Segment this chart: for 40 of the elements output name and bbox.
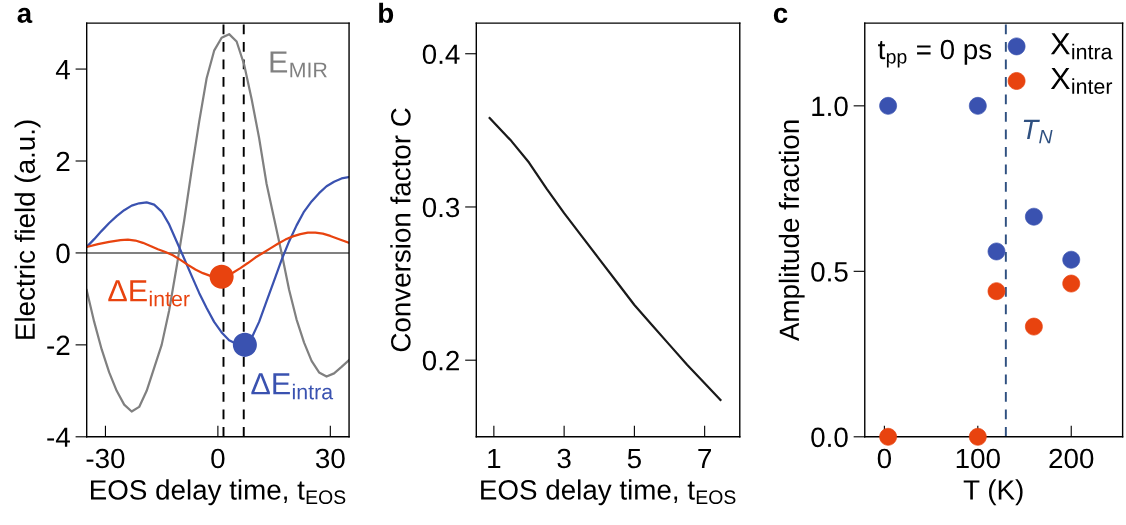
x-tick-label: 0 bbox=[211, 448, 225, 469]
series-label: ΔE$_{intra}$ bbox=[251, 373, 334, 400]
x-axis-title: T (K) bbox=[963, 479, 1023, 506]
x-tick-label: 5 bbox=[627, 448, 641, 469]
chart-title: a bbox=[17, 7, 33, 24]
series-label: ΔE$_{inter}$ bbox=[108, 280, 190, 307]
y-axis-title: Electric field (a.u.) bbox=[14, 120, 41, 339]
y-tick-label: 0.0 bbox=[811, 427, 848, 448]
y-tick-label: 0.3 bbox=[422, 197, 460, 218]
y-tick-label: -4 bbox=[47, 427, 70, 447]
line-series bbox=[86, 33, 350, 413]
point bbox=[987, 242, 1006, 261]
y-tick-label: 4 bbox=[55, 60, 70, 80]
chart-title: c bbox=[773, 7, 788, 24]
y-tick-label: 0.5 bbox=[811, 261, 848, 282]
x-tick-label: -30 bbox=[86, 448, 125, 469]
x-axis-title: EOS delay time, t$_{EOS}$ bbox=[481, 479, 736, 506]
y-axis-title: Amplitude fraction bbox=[778, 120, 805, 342]
y-tick-label: 2 bbox=[56, 151, 70, 172]
x-tick-label: 7 bbox=[698, 448, 711, 469]
legend-label: X$_{intra}$ bbox=[1050, 33, 1113, 60]
ref-line-label: T$_{N}$ bbox=[1023, 119, 1053, 144]
y-tick-label: -2 bbox=[47, 335, 70, 355]
chart-title: b bbox=[379, 2, 394, 24]
legend-label: X$_{inter}$ bbox=[1050, 67, 1113, 94]
x-tick-label: 3 bbox=[557, 448, 571, 469]
x-tick-label: 100 bbox=[956, 448, 1000, 469]
x-tick-label: 200 bbox=[1049, 448, 1094, 469]
x-tick-label: 1 bbox=[488, 448, 501, 469]
x-tick-label: 0 bbox=[877, 448, 892, 469]
y-tick-label: 1.0 bbox=[812, 96, 848, 117]
y-tick-label: 0.2 bbox=[422, 350, 459, 371]
series-label: E$_{MIR}$ bbox=[270, 51, 327, 78]
y-tick-label: 0.4 bbox=[422, 44, 460, 65]
y-axis-title: Conversion factor C bbox=[390, 108, 411, 352]
y-tick-label: 0 bbox=[56, 243, 70, 264]
x-axis-title: EOS delay time, t$_{EOS}$ bbox=[90, 479, 346, 506]
annotation: t$_{pp}$ = 0 ps bbox=[878, 39, 992, 68]
x-tick-label: 30 bbox=[315, 448, 345, 469]
line-series bbox=[488, 116, 722, 402]
